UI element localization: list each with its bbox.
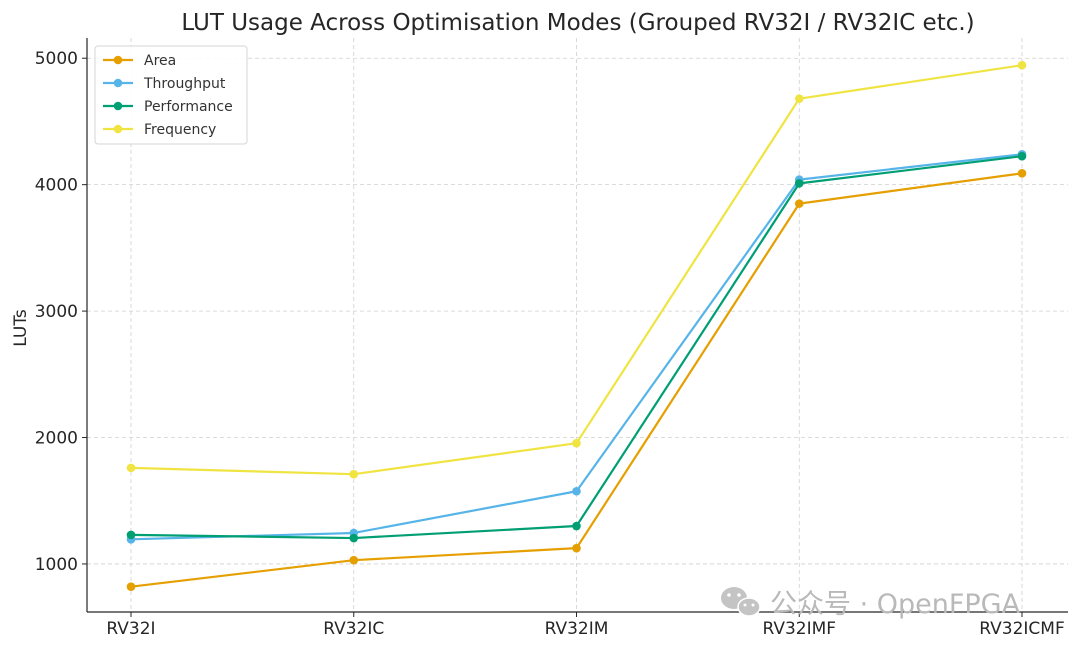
legend-item: Area xyxy=(103,53,176,69)
legend-label: Frequency xyxy=(144,122,216,138)
data-point xyxy=(794,179,804,188)
series-performance xyxy=(126,151,1027,543)
series-area xyxy=(126,168,1027,592)
data-point xyxy=(126,530,136,540)
x-tick-label: RV32ICMF xyxy=(979,619,1064,639)
legend-box xyxy=(94,45,248,145)
series-frequency xyxy=(126,60,1027,479)
wechat-icon xyxy=(721,587,761,617)
x-tick-label: RV32I xyxy=(106,619,155,639)
y-axis-label: LUTs xyxy=(11,309,31,347)
x-tick-label: RV32IM xyxy=(545,619,609,639)
legend-marker xyxy=(113,101,123,111)
data-point xyxy=(349,533,359,543)
data-point xyxy=(572,543,581,553)
data-point xyxy=(794,199,804,208)
data-point xyxy=(349,469,359,479)
legend-label: Throughput xyxy=(143,76,226,92)
legend-item: Performance xyxy=(103,99,233,115)
legend-marker xyxy=(113,78,123,88)
legend-label: Area xyxy=(144,53,176,69)
x-tick-label: RV32IC xyxy=(323,619,384,639)
watermark: 公众号 · OpenFPGA xyxy=(721,587,1021,620)
axes xyxy=(82,38,1068,617)
data-point xyxy=(126,582,136,592)
tick-labels: RV32I RV32IC RV32IM RV32IMF RV32ICMF 1000 2000… xyxy=(35,49,1065,639)
y-tick-label: 3000 xyxy=(35,302,78,322)
legend: Area Throughput Performance Frequency xyxy=(94,45,248,145)
data-point xyxy=(572,438,581,448)
legend-marker xyxy=(113,124,123,134)
legend-label: Performance xyxy=(144,99,233,115)
data-point xyxy=(1017,60,1027,70)
legend-item: Throughput xyxy=(103,76,226,92)
y-tick-label: 4000 xyxy=(35,176,78,196)
data-point xyxy=(572,521,581,531)
legend-marker xyxy=(113,55,123,65)
data-point xyxy=(794,94,804,103)
legend-item: Frequency xyxy=(103,122,216,138)
y-tick-label: 1000 xyxy=(35,555,78,575)
data-point xyxy=(126,463,136,473)
data-point xyxy=(572,486,581,496)
y-tick-label: 2000 xyxy=(35,429,78,449)
watermark-text: 公众号 · OpenFPGA xyxy=(770,589,1021,620)
chart-title: LUT Usage Across Optimisation Modes (Gro… xyxy=(181,10,974,36)
grid-lines xyxy=(87,38,1068,612)
data-point xyxy=(1017,151,1027,161)
x-tick-label: RV32IMF xyxy=(762,619,836,639)
data-point xyxy=(1017,168,1027,178)
data-point xyxy=(349,555,359,565)
y-tick-label: 5000 xyxy=(35,49,78,69)
series-group xyxy=(126,60,1027,592)
